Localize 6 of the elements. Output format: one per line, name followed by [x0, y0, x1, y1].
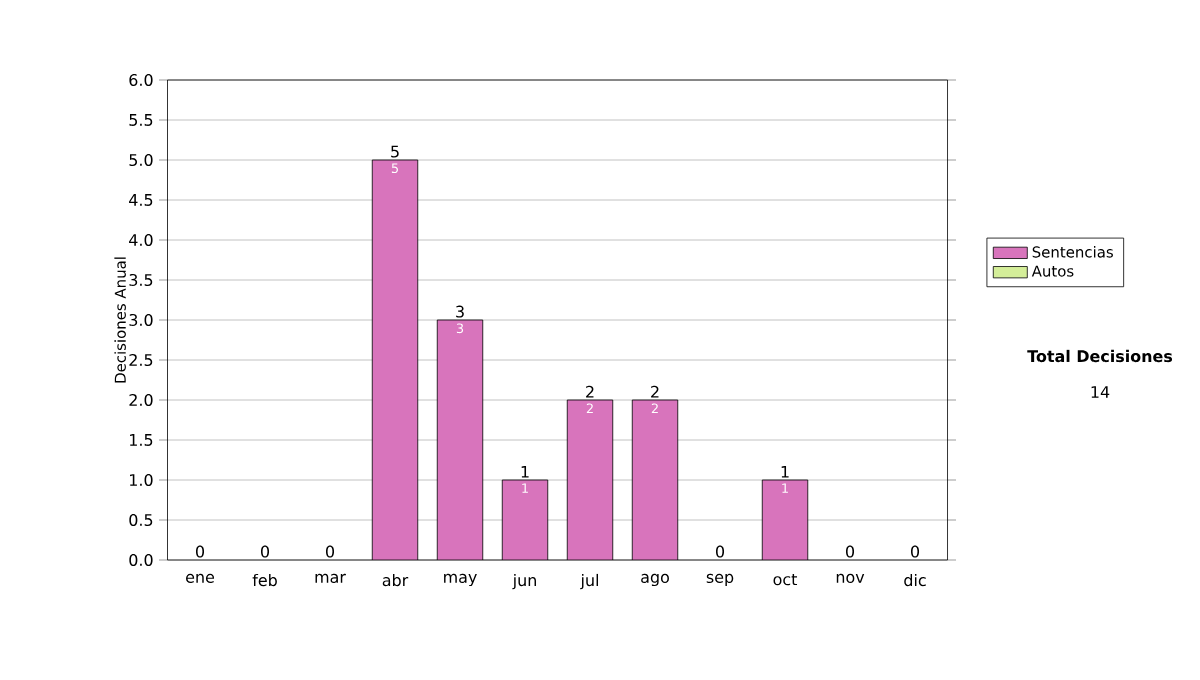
bar — [371, 159, 419, 560]
bar — [761, 479, 809, 560]
bar — [436, 319, 484, 560]
bar — [566, 399, 614, 560]
bar — [501, 479, 549, 560]
bar — [631, 399, 679, 560]
